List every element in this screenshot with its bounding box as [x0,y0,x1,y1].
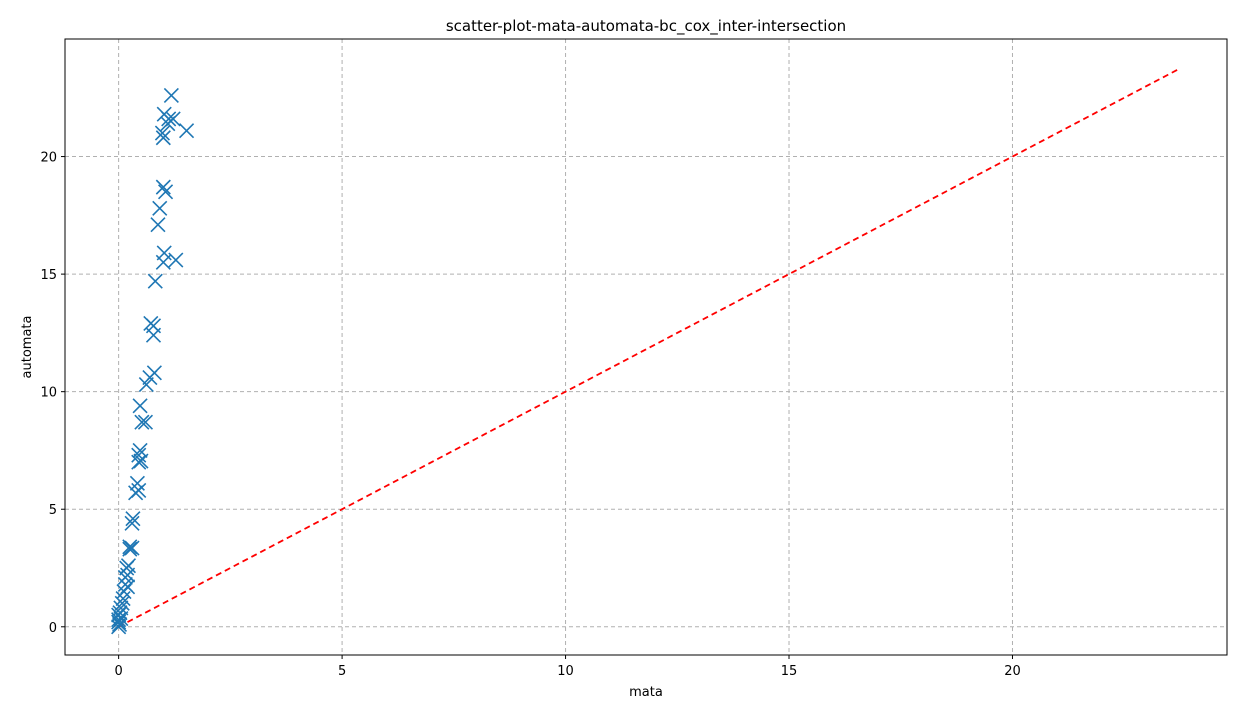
data-point [134,414,150,430]
data-point [125,511,141,527]
data-point [146,365,162,381]
data-point [113,600,129,616]
y-axis-ticks: 0 5 10 15 20 [40,151,65,636]
data-point [150,217,166,233]
data-point [138,377,154,393]
data-point [111,614,127,630]
data-point [137,414,154,430]
data-point [115,591,131,607]
data-point [157,184,174,200]
plot-frame [64,38,1228,656]
data-point [155,130,171,146]
y-tick-label: 5 [49,503,57,518]
data-point [168,252,184,268]
x-tick-label: 20 [1004,664,1021,679]
data-point [147,273,163,289]
data-point [152,200,168,216]
data-point [132,398,148,414]
data-point [131,482,147,498]
x-tick-label: 5 [338,664,346,679]
data-point [178,123,195,139]
data-point [145,318,162,334]
data-point [156,245,172,261]
data-point [165,111,181,127]
data-point [124,540,140,556]
data-point [131,447,147,463]
data-point [120,579,136,595]
data-point [112,605,128,621]
data-point [120,558,137,574]
chart-title: scatter-plot-mata-automata-bc_cox_inter-… [446,17,846,36]
x-tick-label: 0 [114,664,122,679]
y-tick-label: 0 [49,621,57,636]
data-point [124,515,140,531]
data-point [161,111,177,127]
y-tick-label: 20 [40,151,57,166]
data-point [113,610,129,627]
x-axis-label: mata [629,685,663,700]
x-axis-ticks: 0 5 10 15 20 [114,655,1021,679]
grid-lines [65,39,1227,655]
y-tick-label: 15 [40,268,57,283]
data-point [163,87,179,103]
data-point [111,616,128,633]
data-point [133,453,149,469]
data-points [111,87,195,635]
x-tick-label: 10 [557,664,574,679]
data-point [154,125,170,141]
data-point [155,179,171,195]
y-axis-label: automata [20,316,35,379]
y-tick-label: 10 [40,386,57,401]
x-tick-label: 15 [781,664,798,679]
